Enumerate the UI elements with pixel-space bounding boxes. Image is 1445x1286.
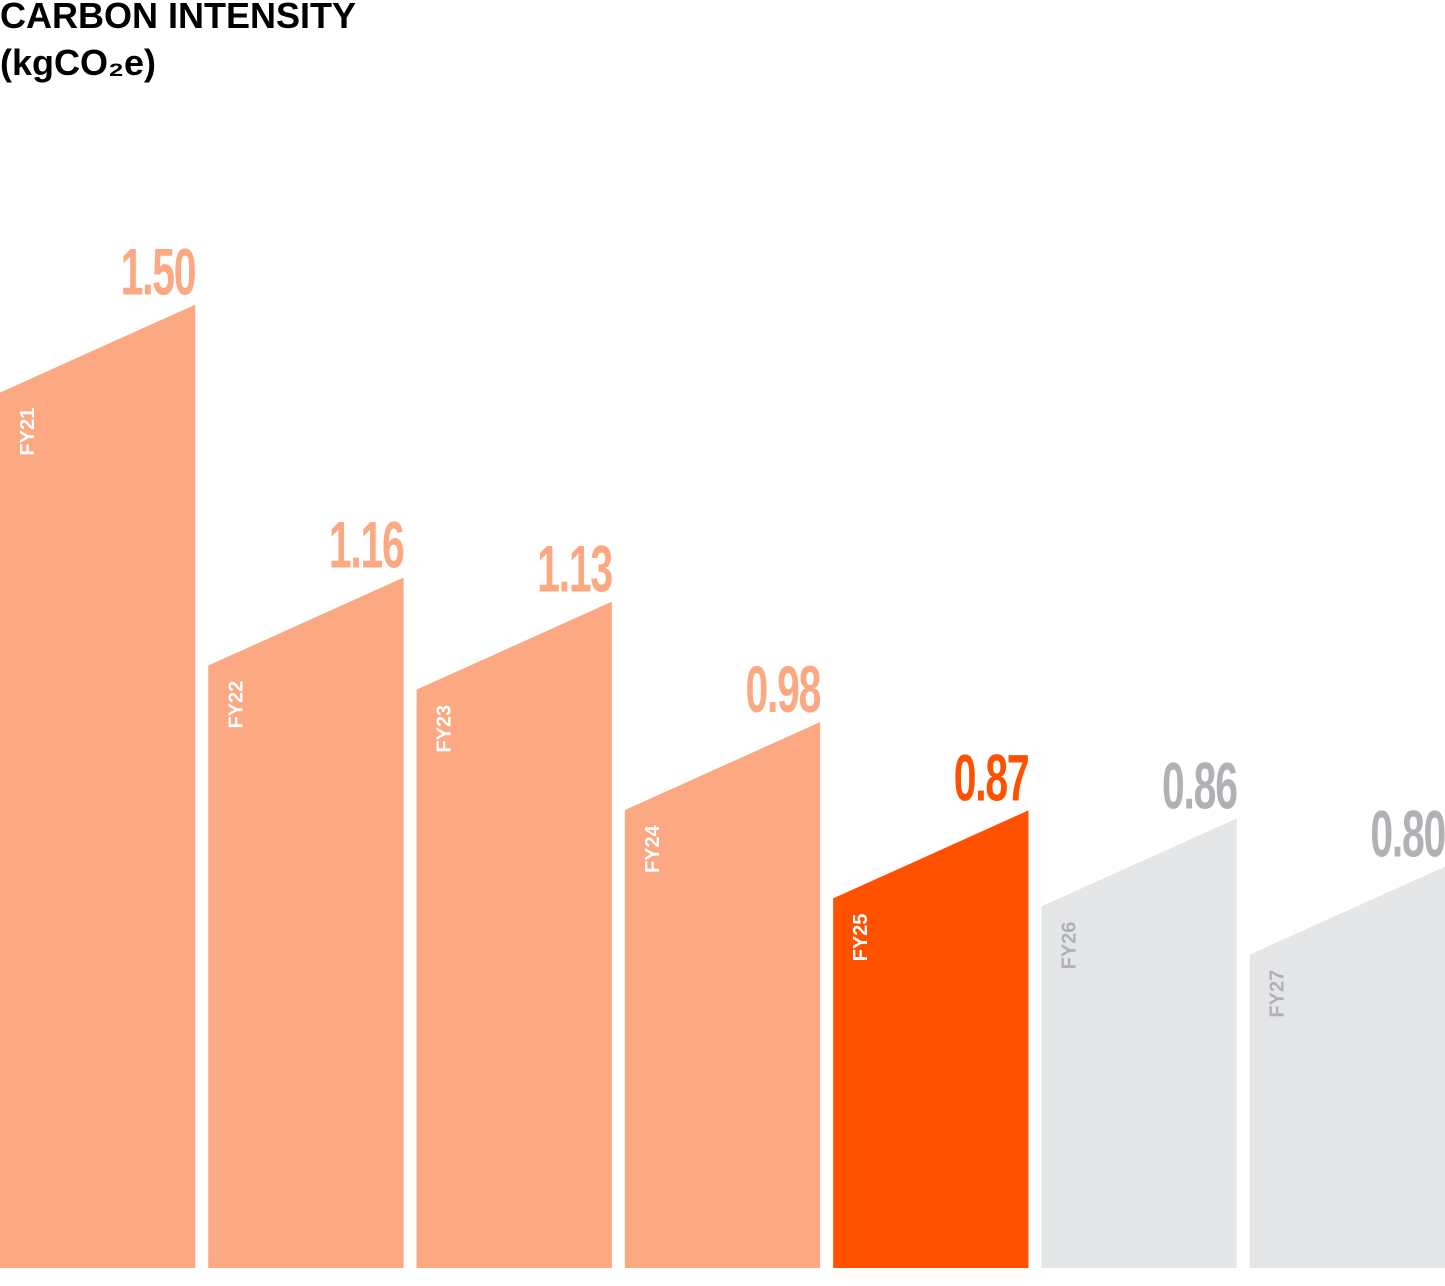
value-label: 0.98 — [745, 652, 820, 727]
category-label: FY25 — [850, 914, 872, 962]
chart-title: CARBON INTENSITY — [0, 0, 356, 36]
category-label: FY24 — [642, 824, 664, 873]
bar — [208, 577, 404, 1268]
category-label: FY27 — [1267, 970, 1289, 1018]
chart-subtitle: (kgCO₂e) — [0, 42, 156, 83]
value-label: 0.80 — [1370, 796, 1445, 871]
bar — [416, 601, 612, 1268]
value-label: 1.13 — [537, 532, 612, 607]
bar — [1041, 818, 1237, 1268]
value-label: 0.86 — [1162, 748, 1237, 823]
bar — [624, 722, 821, 1268]
bar — [1249, 866, 1445, 1268]
value-label: 1.16 — [329, 507, 404, 582]
category-label: FY21 — [17, 408, 39, 456]
bar — [0, 304, 196, 1269]
category-label: FY23 — [434, 705, 456, 753]
value-label: 1.50 — [121, 234, 196, 309]
category-label: FY26 — [1058, 922, 1080, 970]
category-label: FY22 — [225, 681, 247, 729]
bar — [833, 810, 1029, 1268]
value-label: 0.87 — [954, 740, 1029, 815]
